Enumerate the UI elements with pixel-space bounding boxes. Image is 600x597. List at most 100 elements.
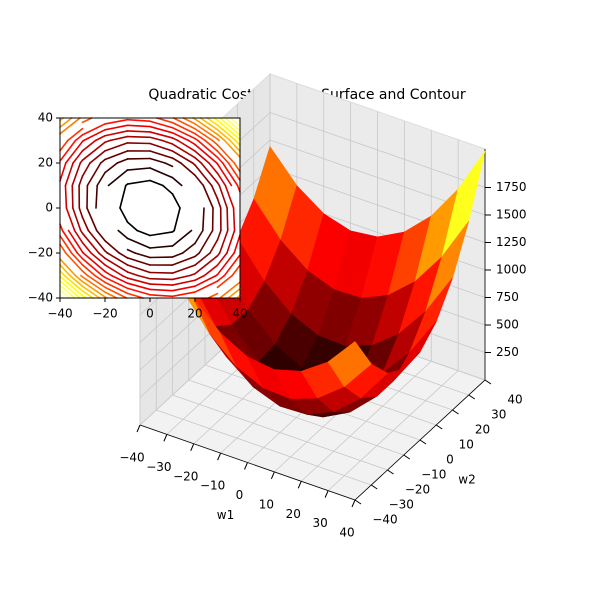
y-tick (370, 484, 378, 490)
contour-line (162, 184, 174, 195)
contour-line (216, 274, 234, 289)
contour-line (59, 162, 67, 182)
contour-line (149, 277, 174, 281)
contour-line (233, 162, 241, 173)
contour-line (173, 207, 181, 232)
contour-line (171, 150, 194, 164)
contour-line (194, 127, 214, 142)
contour-line (65, 140, 84, 164)
contour-line (161, 139, 174, 145)
contour-line (106, 252, 129, 266)
contour-line (149, 136, 164, 142)
y-tick (387, 469, 394, 475)
contour-line (194, 132, 206, 142)
contour-line (126, 124, 151, 128)
contour-line (104, 150, 129, 161)
contour-line (82, 129, 106, 142)
y-tick-label: −30 (389, 498, 414, 512)
contour-line (110, 274, 129, 284)
contour-line (171, 176, 183, 187)
contour-line (63, 274, 84, 292)
contour-line (136, 229, 151, 237)
contour-line (74, 134, 84, 142)
x-tick-label: 40 (339, 526, 354, 540)
contour-line (194, 252, 211, 266)
contour-line (64, 184, 68, 209)
contour-line (94, 134, 106, 142)
grid-line (172, 394, 388, 471)
contour-line (171, 229, 193, 247)
contour-line (104, 281, 129, 295)
contour-line (227, 287, 241, 299)
z-tick-label: 750 (496, 290, 519, 304)
contour-line (104, 130, 129, 137)
contour-line (194, 255, 219, 275)
contour-line (149, 125, 174, 134)
contour-line (207, 292, 219, 299)
contour-line (104, 250, 109, 254)
contour-line (171, 193, 181, 209)
contour-line (81, 257, 103, 277)
contour-line (126, 282, 151, 291)
contour-line (149, 293, 174, 298)
x-tick-label: −20 (92, 307, 117, 321)
contour-line (210, 184, 219, 200)
contour-line (126, 167, 151, 171)
x-tick (351, 499, 356, 508)
contour-line (126, 221, 138, 232)
contour-line (187, 139, 196, 146)
contour-line (86, 274, 106, 289)
contour-line (202, 184, 214, 209)
contour-line (149, 131, 174, 139)
contour-line (126, 135, 151, 139)
contour-line (171, 285, 196, 292)
contour-line (208, 162, 219, 175)
contour-line (216, 172, 227, 187)
contour-line (149, 245, 174, 249)
contour-line (126, 287, 151, 296)
contour-line (194, 280, 219, 293)
contour-line (97, 252, 106, 260)
x-tick-label: 30 (312, 516, 327, 530)
contour-line (126, 271, 139, 277)
contour-line (234, 139, 241, 147)
x-tick-label: 0 (146, 307, 154, 321)
contour-line (104, 291, 118, 299)
contour-line (189, 272, 196, 277)
contour-line (134, 252, 151, 259)
contour-line (70, 252, 84, 266)
contour-line (194, 164, 213, 187)
y-tick-label: 10 (459, 438, 474, 452)
contour-line (171, 143, 196, 159)
contour-line (126, 248, 136, 254)
contour-line (81, 216, 90, 232)
contour-line (171, 132, 190, 142)
contour-line (119, 184, 127, 209)
contour-line (194, 143, 218, 164)
contour-line (95, 229, 106, 242)
contour-line (216, 163, 233, 187)
contour-line (171, 255, 196, 266)
contour-line (216, 229, 222, 241)
z-tick-label: 1000 (496, 263, 527, 277)
contour-line (81, 123, 106, 136)
contour-line (86, 207, 98, 232)
contour-line (235, 117, 241, 123)
contour-line (116, 158, 129, 164)
contour-line (126, 292, 144, 299)
contour-line (216, 128, 231, 142)
contour-line (171, 291, 196, 298)
contour-line (59, 289, 71, 299)
surface-patch (327, 341, 372, 387)
contour-line (204, 139, 219, 152)
x-tick-label: 10 (259, 497, 274, 511)
contour-line (89, 150, 106, 164)
contour-line (231, 264, 241, 277)
x-tick-label: 0 (236, 488, 244, 502)
contour-line (104, 257, 129, 273)
y-tick (452, 409, 459, 415)
contour-line (87, 229, 106, 252)
contour-line (59, 234, 73, 254)
contour-line (194, 150, 210, 164)
